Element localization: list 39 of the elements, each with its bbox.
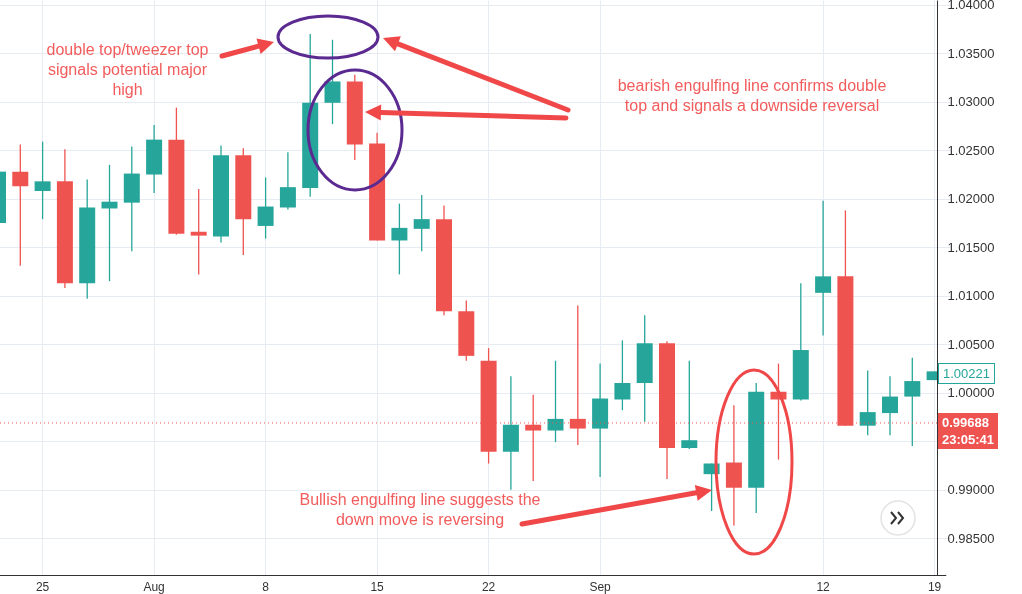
candlestick (859, 369, 876, 437)
x-tick-label: Sep (589, 579, 612, 594)
y-tick-label: 1.02500 (947, 142, 995, 158)
x-tick-label: Aug (143, 579, 165, 594)
y-tick-label: 1.03000 (947, 94, 995, 110)
candlestick (324, 39, 341, 125)
candlestick (681, 360, 698, 450)
x-tick-label: 12 (816, 579, 831, 594)
y-tick-label: 1.00500 (947, 336, 995, 352)
annotation: 1.00221 (938, 363, 995, 384)
candlestick (279, 151, 296, 211)
candlestick (815, 200, 832, 337)
candlestick (614, 339, 631, 411)
y-tick-label: 1.04000 (947, 0, 995, 13)
candlestick (190, 188, 207, 276)
x-tick-label: 22 (481, 579, 496, 594)
candlestick (882, 375, 898, 437)
candlestick (257, 176, 274, 240)
x-tick-label: 15 (370, 579, 385, 594)
ref-line-label: 0.99688 23:05:41 (938, 412, 999, 449)
annotation: Bullish engulfing line suggests the down move is reversing (298, 490, 542, 530)
y-tick-label: 0.98500 (947, 530, 995, 546)
x-tick-label: 19 (927, 579, 942, 594)
annotation: bearish engulfing line confirms double top and signals a downside reversal (616, 76, 888, 116)
y-tick-label: 1.01500 (947, 239, 995, 255)
y-tick-label: 1.01000 (947, 288, 995, 304)
candlestick (547, 360, 564, 443)
x-tick-label: 8 (262, 579, 270, 594)
candlestick (413, 194, 430, 252)
y-tick-label: 1.00000 (947, 385, 995, 401)
annotation: double top/tweezer top signals potential major high (45, 40, 210, 100)
candlestick (904, 357, 921, 447)
x-tick-label: 25 (35, 579, 50, 594)
candlestick (12, 143, 29, 267)
y-tick-label: 1.02000 (947, 191, 995, 207)
candlestick (34, 140, 51, 220)
candlestick (391, 202, 408, 276)
y-tick-label: 1.03500 (947, 45, 995, 61)
y-tick-label: 0.99000 (947, 482, 995, 498)
